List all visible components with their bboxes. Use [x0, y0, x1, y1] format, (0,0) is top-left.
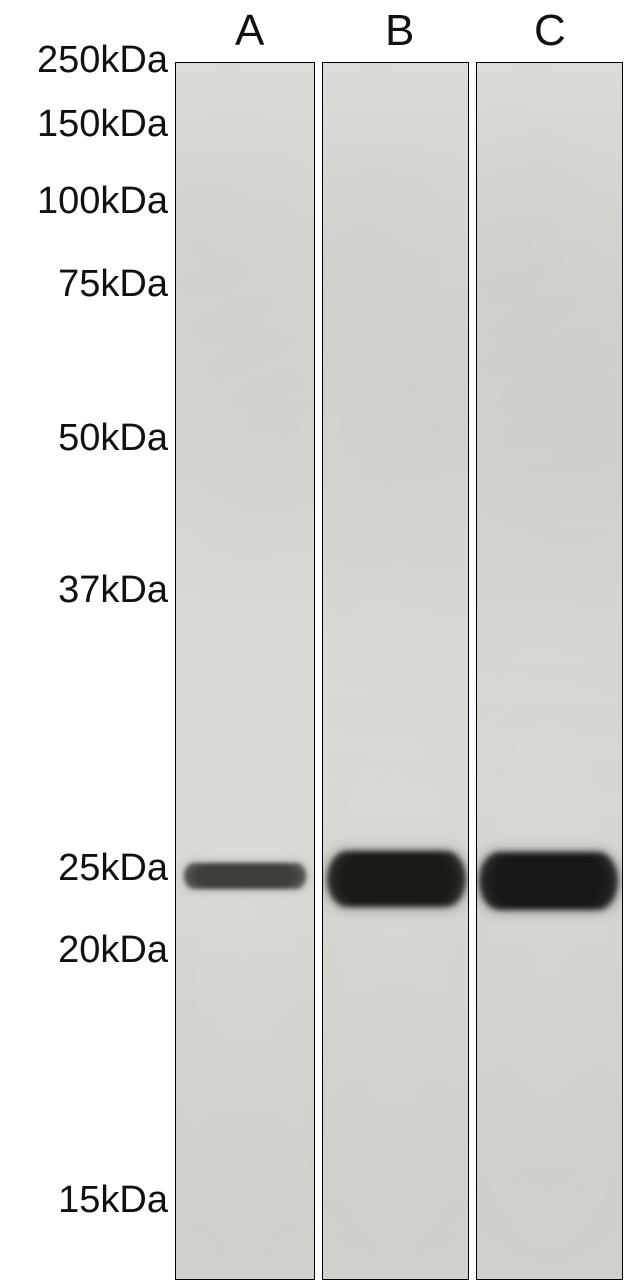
band-b-0 — [327, 851, 466, 907]
lane-b — [322, 62, 469, 1280]
lane-film-b — [323, 63, 468, 1279]
lane-header-a: A — [235, 6, 264, 56]
lane-c — [476, 62, 623, 1280]
lane-header-b: B — [385, 6, 414, 56]
lane-header-c: C — [534, 6, 566, 56]
lane-a — [175, 62, 315, 1280]
lane-film-c — [477, 63, 622, 1279]
band-a-0 — [184, 863, 306, 889]
lanes-container — [0, 62, 627, 1280]
band-c-0 — [479, 852, 618, 910]
lane-film-a — [176, 63, 314, 1279]
